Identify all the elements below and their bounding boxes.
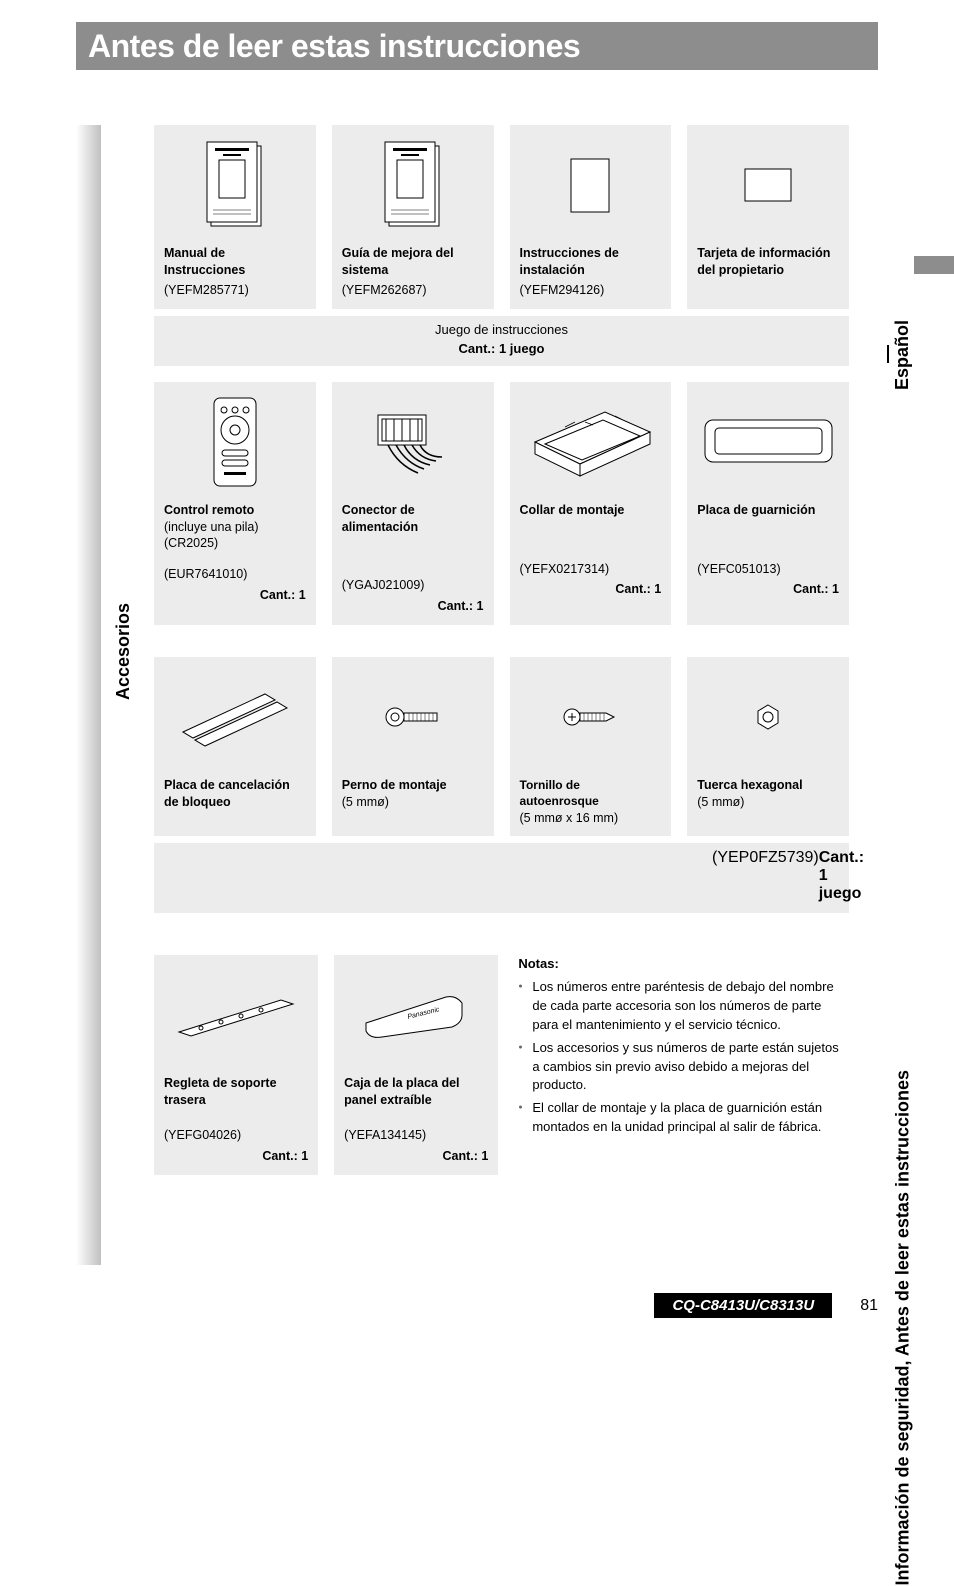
accessory-card: Perno de montaje (5 mmø) bbox=[332, 657, 494, 836]
accessory-card: Control remoto (incluye una pila) (CR202… bbox=[154, 382, 316, 626]
notes-item: Los números entre paréntesis de debajo d… bbox=[518, 978, 849, 1035]
notes-section: Notas: Los números entre paréntesis de d… bbox=[514, 955, 849, 1175]
trim-plate-icon bbox=[697, 392, 839, 492]
accessory-title: Regleta de soporte trasera bbox=[164, 1075, 308, 1109]
accessory-card: Collar de montaje (YEFX0217314) Cant.: 1 bbox=[510, 382, 672, 626]
accessory-card: Guía de mejora del sistema (YEFM262687) bbox=[332, 125, 494, 309]
group-part: (YEP0FZ5739) bbox=[712, 849, 819, 903]
section-label-right: Información de seguridad, Antes de leer … bbox=[892, 1070, 913, 1586]
vertical-divider bbox=[887, 345, 889, 363]
accessory-title: Tarjeta de información del propietario bbox=[697, 245, 839, 279]
accessory-qty: Cant.: 1 bbox=[697, 581, 839, 598]
accessory-title: Placa de guarnición bbox=[697, 502, 839, 519]
accessory-sub: (5 mmø) bbox=[342, 794, 484, 811]
accessory-title: Manual de Instrucciones bbox=[164, 245, 306, 279]
mounting-collar-icon bbox=[520, 392, 662, 492]
accessory-card: Placa de cancelación de bloqueo bbox=[154, 657, 316, 836]
accessories-grid: Manual de Instrucciones (YEFM285771) Guí… bbox=[154, 125, 849, 1181]
accessories-row-1: Manual de Instrucciones (YEFM285771) Guí… bbox=[154, 125, 849, 309]
accessory-card: Instrucciones de instalación (YEFM294126… bbox=[510, 125, 672, 309]
accessory-title: Collar de montaje bbox=[520, 502, 662, 519]
side-tab bbox=[914, 256, 954, 274]
accessory-title: Instrucciones de instalación bbox=[520, 245, 662, 279]
accessory-title: Conector de alimentación bbox=[342, 502, 484, 536]
accessory-sub: (incluye una pila) (CR2025) bbox=[164, 519, 306, 553]
group-footer: Juego de instrucciones Cant.: 1 juego bbox=[154, 315, 849, 366]
lock-plate-icon bbox=[164, 667, 306, 767]
accessory-qty: Cant.: 1 bbox=[164, 1148, 308, 1165]
accessories-row-3: Placa de cancelación de bloqueo Per bbox=[154, 657, 849, 836]
accessory-card: Tornillo de autoenrosque (5 mmø x 16 mm) bbox=[510, 657, 672, 836]
left-gradient-bar bbox=[76, 125, 101, 1265]
notes-title: Notas: bbox=[518, 955, 849, 974]
accessory-qty: Cant.: 1 bbox=[342, 598, 484, 615]
accessory-partnum: (YEFM285771) bbox=[164, 282, 306, 299]
accessory-partnum: (YEFM294126) bbox=[520, 282, 662, 299]
accessory-qty: Cant.: 1 bbox=[344, 1148, 488, 1165]
language-label: Español bbox=[892, 320, 913, 390]
power-connector-icon bbox=[342, 392, 484, 492]
accessory-card: Conector de alimentación (YGAJ021009) Ca… bbox=[332, 382, 494, 626]
remote-icon bbox=[164, 392, 306, 492]
booklet-icon bbox=[342, 135, 484, 235]
group-footer-label: Juego de instrucciones bbox=[164, 322, 839, 337]
accessory-title: Guía de mejora del sistema bbox=[342, 245, 484, 279]
booklet-icon bbox=[164, 135, 306, 235]
sheet-icon bbox=[520, 135, 662, 235]
accessory-sub: (5 mmø x 16 mm) bbox=[520, 810, 662, 827]
accessory-title: Tornillo de autoenrosque bbox=[520, 777, 662, 809]
group-qty: Cant.: 1 juego bbox=[819, 849, 864, 903]
accessory-card: Regleta de soporte trasera (YEFG04026) C… bbox=[154, 955, 318, 1175]
accessories-row-4: Regleta de soporte trasera (YEFG04026) C… bbox=[154, 955, 849, 1175]
accessory-title: Caja de la placa del panel extraíble bbox=[344, 1075, 488, 1109]
accessory-title: Control remoto bbox=[164, 502, 306, 519]
notes-item: El collar de montaje y la placa de guarn… bbox=[518, 1099, 849, 1137]
accessory-card: Placa de guarnición (YEFC051013) Cant.: … bbox=[687, 382, 849, 626]
accessory-card: Tuerca hexagonal (5 mmø) bbox=[687, 657, 849, 836]
accessory-card: Manual de Instrucciones (YEFM285771) bbox=[154, 125, 316, 309]
accessory-partnum: (YEFG04026) bbox=[164, 1127, 308, 1144]
accessory-partnum: (YEFM262687) bbox=[342, 282, 484, 299]
group-footer-qty: Cant.: 1 juego bbox=[164, 341, 839, 356]
accessory-title: Placa de cancelación de bloqueo bbox=[164, 777, 306, 811]
panel-case-icon: Panasonic bbox=[344, 965, 488, 1065]
accessory-sub: (5 mmø) bbox=[697, 794, 839, 811]
card-icon bbox=[697, 135, 839, 235]
accessory-partnum: (YEFX0217314) bbox=[520, 561, 662, 578]
accessory-title: Tuerca hexagonal bbox=[697, 777, 839, 794]
hex-nut-icon bbox=[697, 667, 839, 767]
accessories-row-2: Control remoto (incluye una pila) (CR202… bbox=[154, 382, 849, 626]
accessory-partnum: (YEFA134145) bbox=[344, 1127, 488, 1144]
accessory-card: Tarjeta de información del propietario bbox=[687, 125, 849, 309]
model-number: CQ-C8413U/C8313U bbox=[654, 1293, 832, 1318]
group-footer: (YEP0FZ5739) Cant.: 1 juego bbox=[154, 842, 849, 913]
page-header: Antes de leer estas instrucciones bbox=[76, 22, 878, 70]
accessory-card: Panasonic Caja de la placa del panel ext… bbox=[334, 955, 498, 1175]
page-footer: CQ-C8413U/C8313U 81 bbox=[654, 1293, 878, 1318]
accessory-title: Perno de montaje bbox=[342, 777, 484, 794]
section-label-accesorios: Accesorios bbox=[113, 603, 134, 700]
accessory-qty: Cant.: 1 bbox=[520, 581, 662, 598]
bolt-icon bbox=[342, 667, 484, 767]
accessory-partnum: (EUR7641010) bbox=[164, 566, 306, 583]
page-title: Antes de leer estas instrucciones bbox=[88, 28, 580, 65]
accessory-partnum: (YEFC051013) bbox=[697, 561, 839, 578]
notes-item: Los accesorios y sus números de parte es… bbox=[518, 1039, 849, 1096]
accessory-qty: Cant.: 1 bbox=[164, 587, 306, 604]
rear-strap-icon bbox=[164, 965, 308, 1065]
accessory-partnum: (YGAJ021009) bbox=[342, 577, 484, 594]
page-number: 81 bbox=[860, 1297, 878, 1315]
screw-icon bbox=[520, 667, 662, 767]
